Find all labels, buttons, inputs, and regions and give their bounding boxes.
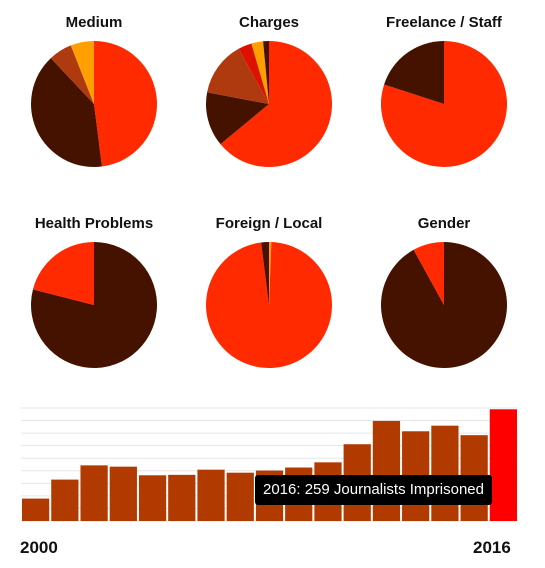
bar-2012[interactable] bbox=[372, 420, 401, 521]
pie-medium: Medium bbox=[3, 13, 185, 169]
pie-title: Health Problems bbox=[34, 215, 154, 232]
pie-chart-charges bbox=[206, 41, 332, 167]
pie-chart-medium bbox=[30, 41, 158, 167]
pie-chart-health-problems bbox=[31, 242, 158, 368]
pie-slice-2 bbox=[261, 242, 269, 305]
pie-slice-0 bbox=[31, 242, 158, 368]
x-axis-start-label: 2000 bbox=[20, 538, 58, 557]
bar-2002[interactable] bbox=[80, 465, 108, 521]
pie-chart-foreign-local bbox=[206, 242, 332, 368]
pie-title: Medium bbox=[65, 14, 123, 31]
pie-slice-0 bbox=[269, 242, 272, 305]
bar-tooltip: 2016: 259 Journalists Imprisoned bbox=[255, 475, 492, 505]
pie-slice-1 bbox=[32, 242, 94, 305]
bar-2000[interactable] bbox=[22, 498, 50, 521]
pie-slice-4 bbox=[251, 41, 269, 104]
bar-2007[interactable] bbox=[226, 472, 254, 521]
pie-charges: Charges bbox=[178, 13, 360, 169]
pie-title: Foreign / Local bbox=[215, 215, 323, 232]
pie-slice-3 bbox=[70, 41, 94, 104]
pie-title: Freelance / Staff bbox=[386, 14, 502, 31]
pie-slice-1 bbox=[413, 242, 444, 305]
pie-health-problems: Health Problems bbox=[3, 214, 185, 370]
pie-slice-1 bbox=[384, 41, 444, 104]
pie-chart-gender bbox=[381, 242, 507, 368]
pie-slice-1 bbox=[30, 58, 102, 167]
pie-slice-3 bbox=[238, 43, 269, 104]
pie-chart-freelance-staff bbox=[381, 41, 507, 167]
bar-2004[interactable] bbox=[138, 475, 167, 521]
bar-2003[interactable] bbox=[109, 466, 137, 521]
pie-title: Charges bbox=[238, 14, 300, 31]
pie-slice-0 bbox=[220, 41, 332, 167]
pie-gender: Gender bbox=[353, 214, 535, 370]
x-axis-end-label: 2016 bbox=[473, 538, 511, 557]
bar-chart-journalists-imprisoned bbox=[21, 407, 518, 522]
pie-slice-2 bbox=[50, 45, 94, 104]
pie-freelance-staff: Freelance / Staff bbox=[353, 13, 535, 169]
bar-2001[interactable] bbox=[51, 479, 79, 521]
bar-2005[interactable] bbox=[168, 474, 196, 521]
bar-2016[interactable] bbox=[489, 409, 517, 521]
pie-slice-0 bbox=[94, 41, 158, 167]
pie-slice-5 bbox=[263, 41, 269, 104]
bar-2014[interactable] bbox=[431, 425, 459, 521]
pie-title: Gender bbox=[417, 215, 471, 232]
bar-2006[interactable] bbox=[197, 469, 225, 521]
pie-slice-1 bbox=[206, 92, 269, 145]
pie-foreign-local: Foreign / Local bbox=[178, 214, 360, 370]
pie-slice-1 bbox=[206, 242, 332, 368]
pie-slice-2 bbox=[207, 48, 269, 104]
